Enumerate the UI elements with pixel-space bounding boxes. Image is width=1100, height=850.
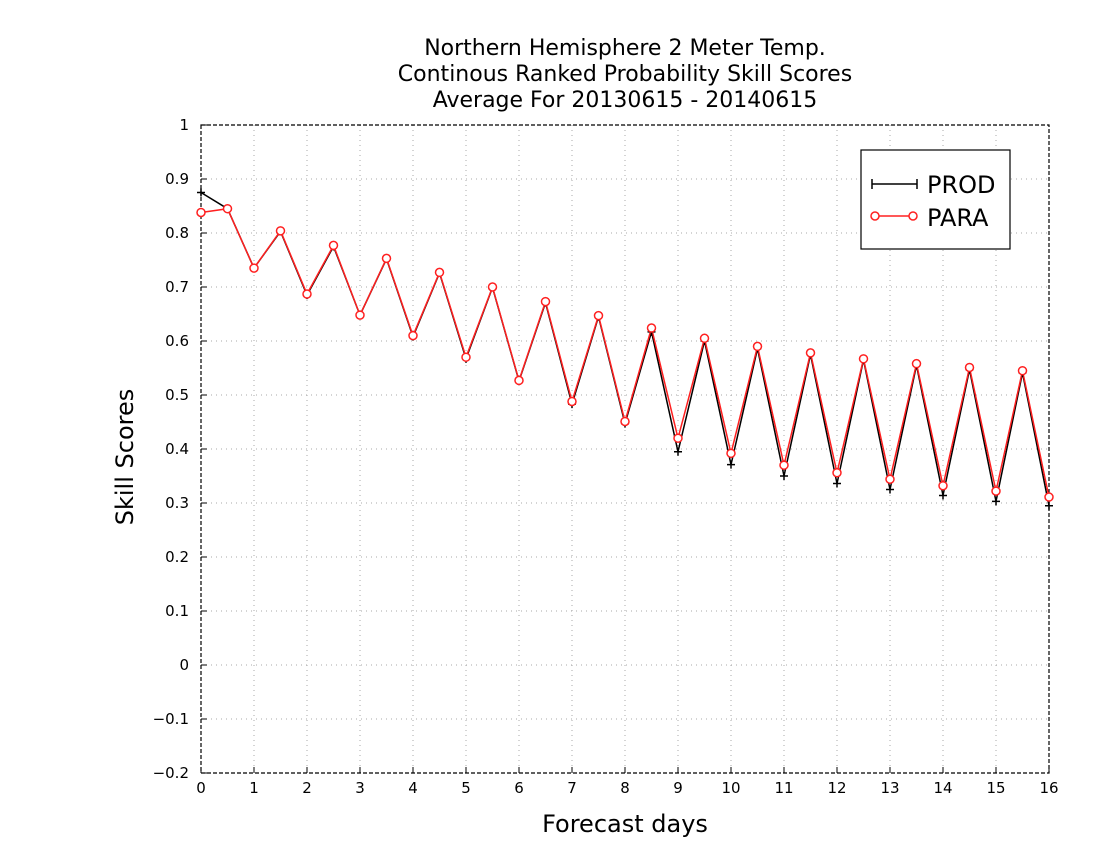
data-point-para (567, 396, 577, 407)
legend-para-marker-left (870, 211, 880, 221)
data-point-para (328, 240, 339, 251)
x-tick-label: 11 (774, 779, 793, 797)
legend: PROD PARA (860, 149, 1011, 250)
data-point-para (408, 330, 418, 341)
chart-title-line-1: Northern Hemisphere 2 Meter Temp. (424, 36, 826, 61)
data-point-prod (992, 497, 1000, 506)
data-point-prod (833, 479, 841, 488)
data-point-para (1044, 492, 1054, 502)
y-tick-label: 0.2 (165, 548, 189, 566)
x-tick-label: 0 (196, 779, 206, 797)
y-tick-label: 0.3 (165, 494, 189, 512)
data-point-para (726, 448, 736, 459)
data-point-para (805, 348, 816, 358)
y-axis-title: Skill Scores (111, 389, 139, 526)
chart-title-line-2: Continous Ranked Probability Skill Score… (397, 62, 853, 87)
legend-box (860, 149, 1011, 250)
data-point-para (514, 375, 524, 386)
data-point-para (858, 354, 869, 364)
data-point-para (434, 267, 445, 278)
data-point-para (381, 253, 392, 264)
data-point-para (355, 310, 365, 320)
x-tick-label: 13 (880, 779, 899, 797)
x-tick-label: 3 (355, 779, 365, 797)
data-point-prod (727, 460, 735, 469)
y-tick-label: 0.4 (165, 440, 189, 458)
data-point-prod (1045, 501, 1053, 510)
x-tick-label: 2 (302, 779, 312, 797)
x-tick-label: 8 (620, 779, 630, 797)
x-tick-label: 14 (933, 779, 952, 797)
series-layer (196, 188, 1054, 510)
y-tick-label: 0.5 (165, 386, 189, 404)
data-point-para (487, 282, 498, 292)
data-point-para (938, 480, 948, 491)
data-point-para (249, 263, 259, 273)
legend-prod-label: PROD (927, 171, 996, 199)
x-tick-label: 6 (514, 779, 524, 797)
data-point-para (779, 460, 789, 470)
x-tick-label: 4 (408, 779, 418, 797)
data-point-para (752, 341, 763, 352)
x-tick-label: 10 (721, 779, 740, 797)
x-tick-label: 5 (461, 779, 471, 797)
data-point-para (1017, 365, 1028, 376)
x-tick-label: 12 (827, 779, 846, 797)
x-tick-label: 15 (986, 779, 1005, 797)
x-tick-label: 16 (1039, 779, 1058, 797)
data-point-prod (939, 491, 947, 500)
y-tick-label: −0.2 (153, 764, 189, 782)
data-point-para (593, 310, 604, 321)
data-point-para (196, 207, 206, 218)
data-point-prod (197, 188, 205, 197)
data-point-prod (674, 447, 682, 456)
series-para (200, 207, 1050, 498)
data-point-para (222, 203, 233, 214)
data-point-para (646, 323, 657, 333)
y-tick-label: −0.1 (153, 710, 189, 728)
x-axis-title: Forecast days (542, 810, 708, 838)
x-tick-label: 1 (249, 779, 259, 797)
data-point-para (275, 226, 286, 236)
data-point-para (302, 289, 312, 299)
y-tick-label: 0.9 (165, 170, 189, 188)
grid-lines (201, 125, 1049, 773)
y-tick-label: 0.8 (165, 224, 189, 242)
x-tick-label: 9 (673, 779, 683, 797)
data-point-para (540, 296, 551, 307)
legend-para-marker-right (908, 211, 918, 221)
y-tick-label: 1 (179, 116, 189, 134)
data-point-para (699, 333, 710, 344)
data-point-para (885, 474, 895, 484)
data-point-prod (780, 472, 788, 480)
axis-ticks: 0 1 2 3 4 5 6 7 8 9 10 11 12 13 14 15 16−0.2−0.100.10.20… (153, 116, 1059, 797)
legend-para-label: PARA (927, 204, 989, 232)
markers-para (196, 203, 1054, 502)
y-tick-label: 0.1 (165, 602, 189, 620)
data-point-para (620, 416, 630, 427)
series-line-para (200, 207, 1050, 498)
data-point-prod (886, 485, 894, 494)
y-tick-label: 0.7 (165, 278, 189, 296)
chart-title-line-3: Average For 20130615 - 20140615 (432, 88, 818, 113)
data-point-para (461, 352, 471, 362)
data-point-para (832, 468, 842, 478)
data-point-para (673, 433, 683, 443)
x-tick-label: 7 (567, 779, 577, 797)
y-tick-label: 0.6 (165, 332, 189, 350)
data-point-para (911, 358, 922, 369)
data-point-para (964, 362, 975, 373)
data-point-para (991, 486, 1001, 496)
y-tick-label: 0 (179, 656, 189, 674)
